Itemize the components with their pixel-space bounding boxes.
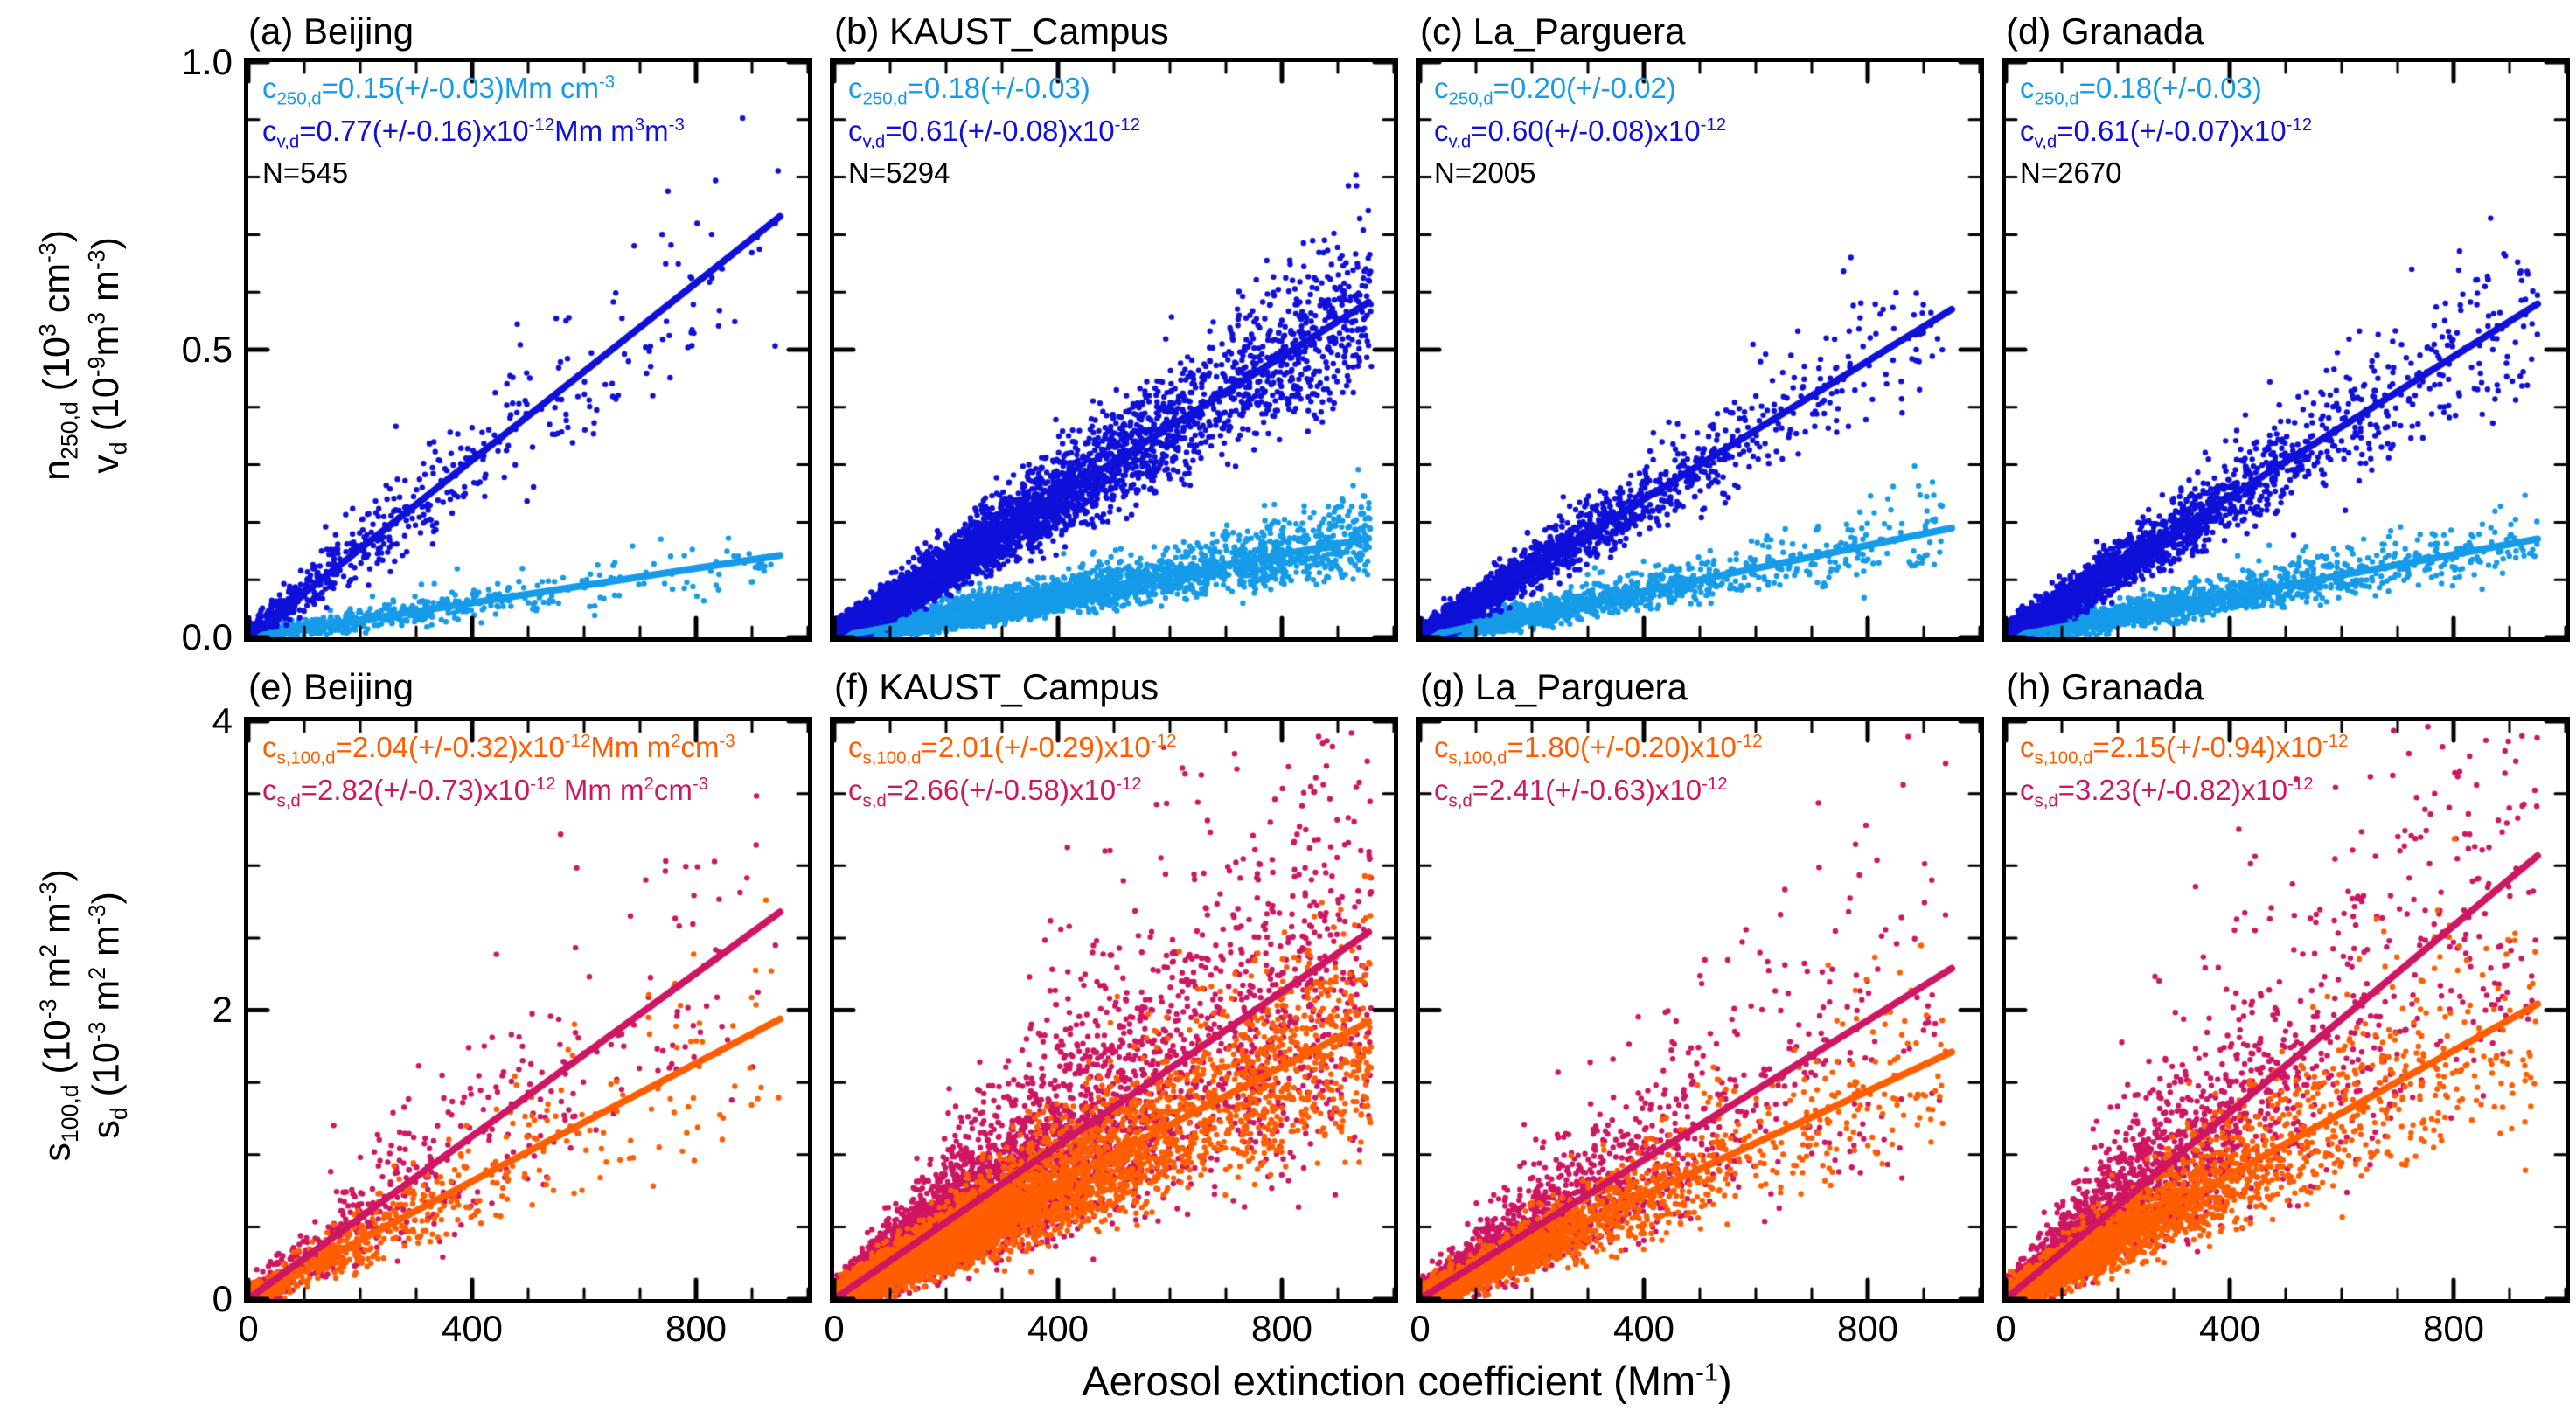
fit-annotation-cs100: cs,100,d=2.04(+/-0.32)x10-12Mm m2cm-3 xyxy=(262,731,735,768)
y-axis-label-s100: s100,d (10-3 m2 m-3) xyxy=(35,869,84,1162)
fit-annotation-cvd: cv,d=0.61(+/-0.07)x10-12 xyxy=(2020,114,2313,152)
x-ticks-col-3: 0 400 800 xyxy=(1410,1308,1980,1355)
x-ticks-col-2: 0 400 800 xyxy=(824,1308,1394,1355)
scatter-canvas-d xyxy=(2006,62,2566,637)
panel-d-annotations: c250,d=0.18(+/-0.03) cv,d=0.61(+/-0.07)x… xyxy=(2020,69,2312,192)
panel-b-annotations: c250,d=0.18(+/-0.03) cv,d=0.61(+/-0.08)x… xyxy=(848,69,1140,192)
y-tick-label: 0 xyxy=(212,1278,233,1319)
y-tick-label: 2 xyxy=(212,989,233,1030)
y-tick-label: 4 xyxy=(212,700,233,741)
scatter-canvas-b xyxy=(834,62,1394,637)
panel-e-annotations: cs,100,d=2.04(+/-0.32)x10-12Mm m2cm-3 cs… xyxy=(262,728,735,813)
panel-b-kaust-number-volume: c250,d=0.18(+/-0.03) cv,d=0.61(+/-0.08)x… xyxy=(830,58,1398,642)
x-tick-label: 400 xyxy=(441,1308,504,1349)
scatter-canvas-c xyxy=(1420,62,1980,637)
x-tick-label: 400 xyxy=(1612,1308,1675,1349)
fit-annotation-cvd: cv,d=0.61(+/-0.08)x10-12 xyxy=(848,114,1141,152)
sample-count-label: N=545 xyxy=(262,156,349,190)
fit-annotation-csd: cs,d=2.66(+/-0.58)x10-12 xyxy=(848,773,1142,811)
panel-h-annotations: cs,100,d=2.15(+/-0.94)x10-12 cs,d=3.23(+… xyxy=(2020,728,2348,813)
panel-title-f: (f) KAUST_Campus xyxy=(834,666,1159,707)
fit-annotation-csd: cs,d=2.41(+/-0.63)x10-12 xyxy=(1434,773,1728,811)
x-axis-title: Aerosol extinction coefficient (Mm-1) xyxy=(1082,1358,1732,1404)
x-tick-label: 400 xyxy=(2198,1308,2261,1349)
panel-g-annotations: cs,100,d=1.80(+/-0.20)x10-12 cs,d=2.41(+… xyxy=(1434,728,1762,813)
panel-e-beijing-surface: cs,100,d=2.04(+/-0.32)x10-12Mm m2cm-3 cs… xyxy=(244,717,812,1303)
sample-count-label: N=5294 xyxy=(848,156,950,190)
fit-annotation-cs100: cs,100,d=1.80(+/-0.20)x10-12 xyxy=(1434,731,1763,768)
panel-g-laparguera-surface: cs,100,d=1.80(+/-0.20)x10-12 cs,d=2.41(+… xyxy=(1416,717,1984,1303)
x-tick-label: 800 xyxy=(665,1308,728,1349)
fit-annotation-c250: c250,d=0.18(+/-0.03) xyxy=(2020,72,2262,109)
sample-count-label: N=2670 xyxy=(2020,156,2122,190)
x-tick-label: 400 xyxy=(1027,1308,1090,1349)
panel-f-kaust-surface: cs,100,d=2.01(+/-0.29)x10-12 cs,d=2.66(+… xyxy=(830,717,1398,1303)
panel-c-laparguera-number-volume: c250,d=0.20(+/-0.02) cv,d=0.60(+/-0.08)x… xyxy=(1416,58,1984,642)
fit-annotation-cs100: cs,100,d=2.15(+/-0.94)x10-12 xyxy=(2020,731,2349,768)
y-axis-label-n250: n250,d (103 cm-3) xyxy=(34,229,83,481)
x-tick-label: 0 xyxy=(1410,1308,1431,1349)
panel-c-annotations: c250,d=0.20(+/-0.02) cv,d=0.60(+/-0.08)x… xyxy=(1434,69,1726,192)
panel-title-e: (e) Beijing xyxy=(248,666,414,707)
y-tick-label: 0.5 xyxy=(181,329,233,370)
fit-annotation-cs100: cs,100,d=2.01(+/-0.29)x10-12 xyxy=(848,731,1177,768)
panel-title-c: (c) La_Parguera xyxy=(1420,10,1686,52)
scatter-canvas-a xyxy=(248,62,808,637)
scatter-canvas-e xyxy=(248,721,808,1299)
x-tick-label: 800 xyxy=(1250,1308,1313,1349)
fit-annotation-c250: c250,d=0.18(+/-0.03) xyxy=(848,72,1090,109)
x-ticks-col-1: 0 400 800 xyxy=(238,1308,808,1355)
scatter-canvas-f xyxy=(834,721,1394,1299)
x-tick-label: 800 xyxy=(1836,1308,1899,1349)
x-tick-label: 0 xyxy=(1995,1308,2016,1349)
x-tick-label: 0 xyxy=(824,1308,845,1349)
y-tick-label: 1.0 xyxy=(181,41,233,82)
panel-title-g: (g) La_Parguera xyxy=(1420,666,1688,707)
fit-annotation-c250: c250,d=0.15(+/-0.03)Mm cm-3 xyxy=(262,72,616,109)
scatter-canvas-g xyxy=(1420,721,1980,1299)
panel-title-d: (d) Granada xyxy=(2006,10,2204,52)
panel-title-b: (b) KAUST_Campus xyxy=(834,10,1169,52)
x-ticks-col-4: 0 400 800 xyxy=(1995,1308,2566,1355)
x-tick-label: 800 xyxy=(2422,1308,2485,1349)
panel-d-granada-number-volume: c250,d=0.18(+/-0.03) cv,d=0.61(+/-0.07)x… xyxy=(2002,58,2570,642)
scatter-canvas-h xyxy=(2006,721,2566,1299)
fit-annotation-cvd: cv,d=0.77(+/-0.16)x10-12Mm m3m-3 xyxy=(262,114,685,152)
panel-f-annotations: cs,100,d=2.01(+/-0.29)x10-12 cs,d=2.66(+… xyxy=(848,728,1176,813)
fit-annotation-cvd: cv,d=0.60(+/-0.08)x10-12 xyxy=(1434,114,1727,152)
fit-annotation-c250: c250,d=0.20(+/-0.02) xyxy=(1434,72,1676,109)
y-tick-label: 0.0 xyxy=(181,616,233,657)
panel-h-granada-surface: cs,100,d=2.15(+/-0.94)x10-12 cs,d=3.23(+… xyxy=(2002,717,2570,1303)
panel-a-annotations: c250,d=0.15(+/-0.03)Mm cm-3 cv,d=0.77(+/… xyxy=(262,69,685,192)
panel-title-a: (a) Beijing xyxy=(248,10,414,52)
sample-count-label: N=2005 xyxy=(1434,156,1536,190)
fit-annotation-csd: cs,d=2.82(+/-0.73)x10-12 Mm m2cm-3 xyxy=(262,773,709,811)
panel-title-h: (h) Granada xyxy=(2006,666,2204,707)
x-tick-label: 0 xyxy=(238,1308,259,1349)
fit-annotation-csd: cs,d=3.23(+/-0.82)x10-12 xyxy=(2020,773,2314,811)
panel-a-beijing-number-volume: c250,d=0.15(+/-0.03)Mm cm-3 cv,d=0.77(+/… xyxy=(244,58,812,642)
